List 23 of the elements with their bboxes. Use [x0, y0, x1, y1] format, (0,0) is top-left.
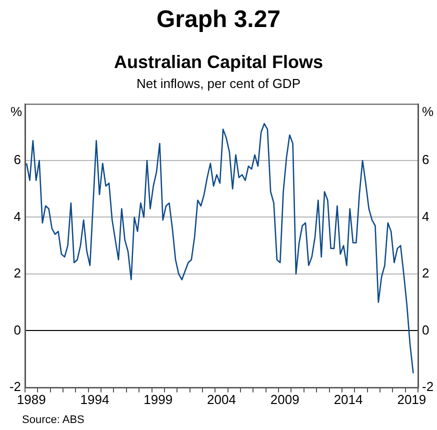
y2-tick-label: -2	[422, 378, 434, 394]
y2-tick-label: 4	[422, 208, 430, 224]
y-tick-label: 2	[14, 266, 21, 281]
chart-title: Australian Capital Flows	[112, 52, 324, 73]
y-tick-label: 6	[14, 152, 21, 168]
source-note: Source: ABS	[22, 414, 84, 426]
y-tick-label: 4	[14, 208, 21, 224]
x-tick-label: 2004	[207, 392, 236, 407]
x-tick-label: 1999	[144, 392, 173, 407]
chart-subtitle: Net inflows, per cent of GDP	[135, 76, 302, 91]
y-tick-label: -2	[9, 378, 21, 394]
y2-axis-title: %	[422, 104, 434, 119]
y2-tick-label: 0	[422, 322, 430, 338]
x-tick-label: 1989	[16, 392, 46, 407]
y2-tick-label: 2	[422, 266, 430, 281]
x-tick-label: 1994	[80, 392, 110, 407]
y2-tick-label: 6	[422, 152, 430, 168]
y-tick-label: 0	[14, 322, 21, 338]
x-tick-label: 2014	[334, 392, 363, 407]
x-tick-label: 2009	[270, 392, 300, 407]
x-tick-label: 2019	[397, 392, 426, 407]
y-axis-title: %	[10, 104, 22, 119]
caption: Graph 3.27	[155, 6, 282, 34]
